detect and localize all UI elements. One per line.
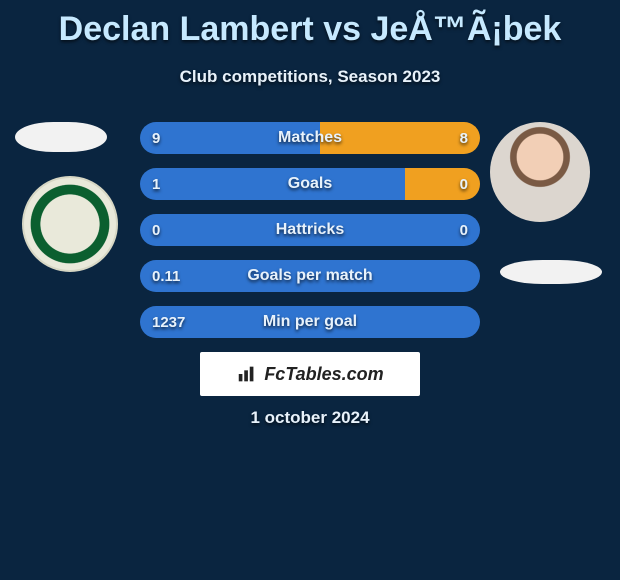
date-text: 1 october 2024 [0,408,620,428]
stat-row: 10Goals [140,168,480,200]
stat-label: Goals per match [140,260,480,292]
player-left-club-badge [22,176,118,272]
stat-label: Min per goal [140,306,480,338]
stat-row: 0.11Goals per match [140,260,480,292]
stat-label: Matches [140,122,480,154]
stat-label: Hattricks [140,214,480,246]
watermark-text: FcTables.com [264,364,383,385]
player-left-avatar [15,122,107,152]
chart-icon [236,363,258,385]
page-title: Declan Lambert vs JeÅ™Ã¡bek [0,0,620,49]
stat-label: Goals [140,168,480,200]
watermark-box: FcTables.com [200,352,420,396]
page-subtitle: Club competitions, Season 2023 [0,67,620,87]
player-right-photo [490,122,590,222]
player-right-club-badge [500,260,602,284]
comparison-bars: 98Matches 10Goals 00Hattricks 0.11Goals per… [140,122,480,352]
stat-row: 00Hattricks [140,214,480,246]
stat-row: 1237Min per goal [140,306,480,338]
stat-row: 98Matches [140,122,480,154]
